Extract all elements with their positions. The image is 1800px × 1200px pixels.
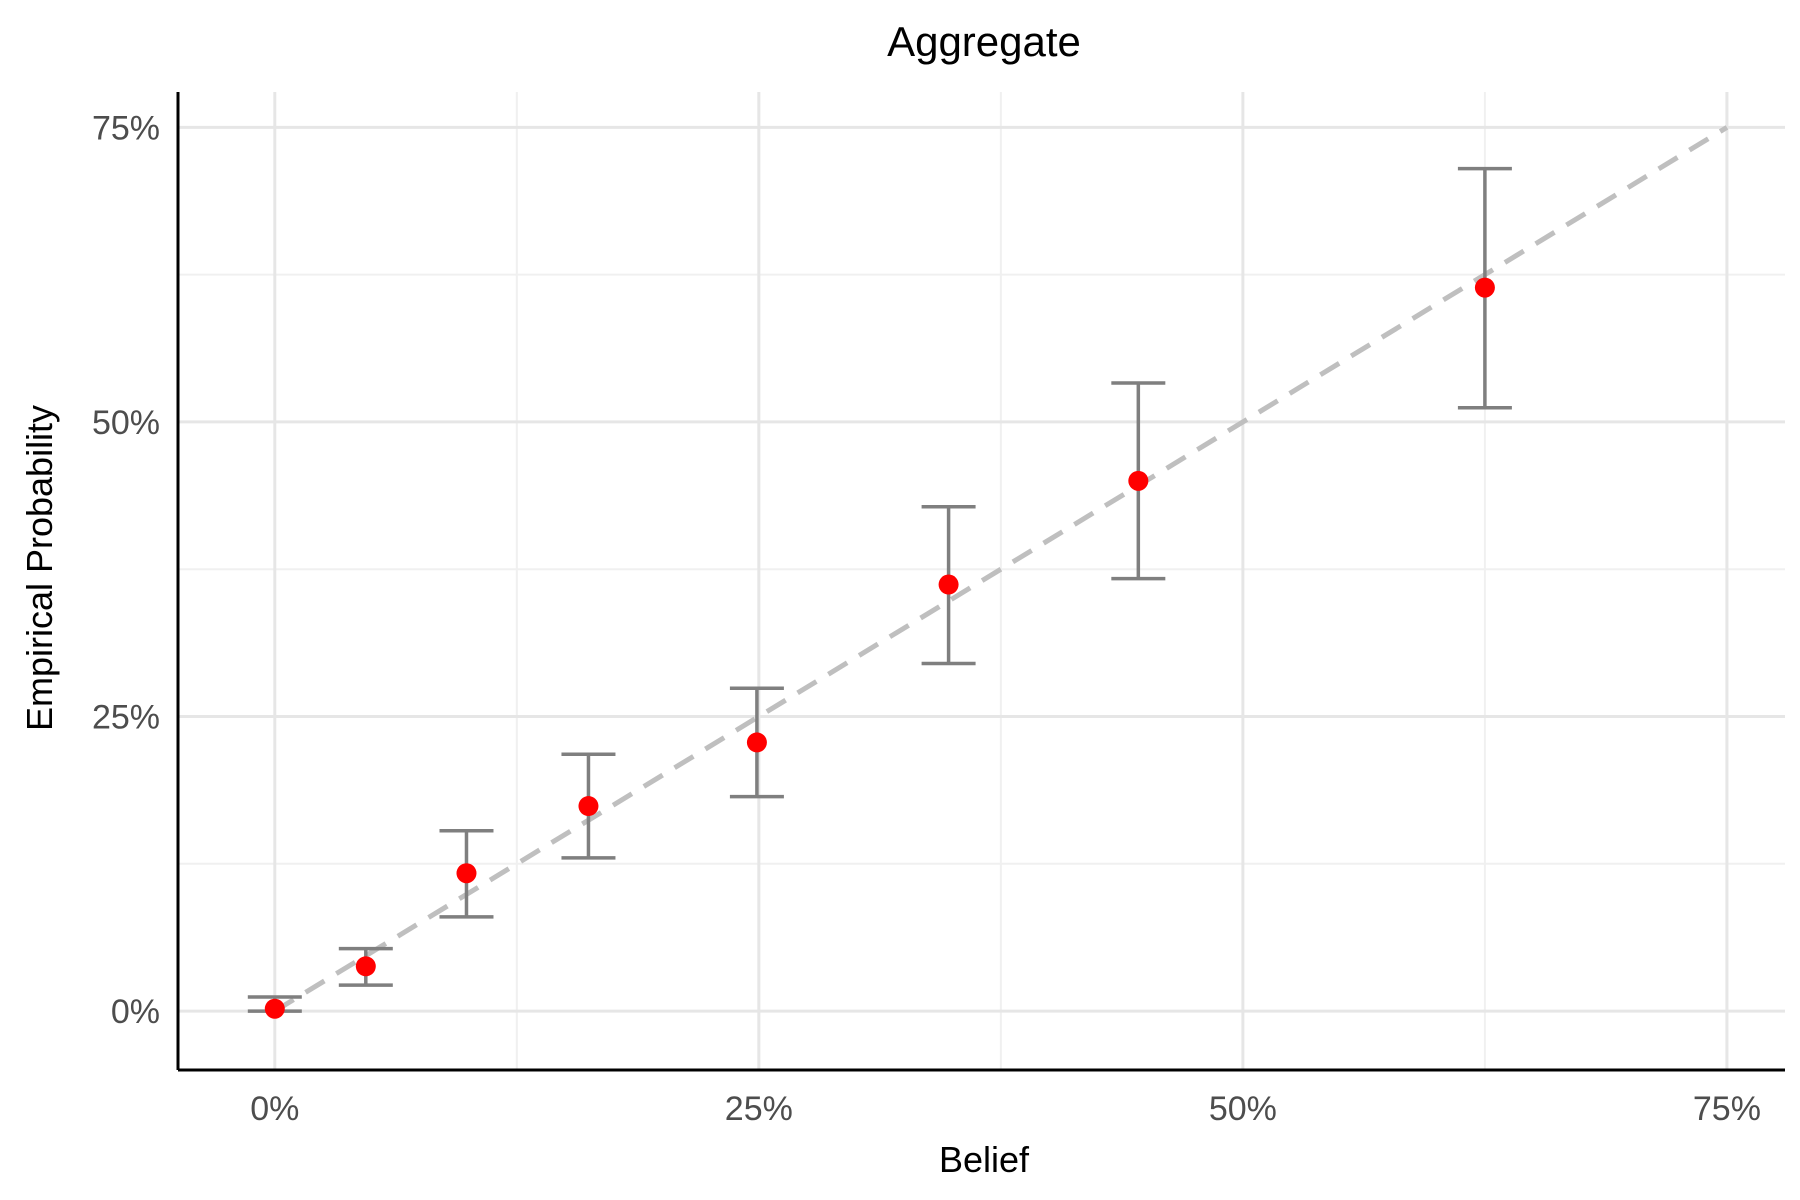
point-layer [264,277,1495,1019]
y-tick-label-2: 50% [92,404,160,442]
tick-label-layer: 0% 25% 50% 75% 0% 25% 50% 75% [92,109,1761,1128]
data-point-3 [578,796,599,817]
errorbar-layer [247,166,1512,1013]
y-axis-title: Empirical Probability [19,405,60,731]
y-tick-label-1: 25% [92,699,160,737]
x-tick-label-2: 50% [1209,1090,1277,1128]
chart-title: Aggregate [887,18,1081,65]
y-tick-label-0: 0% [111,993,160,1031]
data-point-0 [264,998,285,1019]
data-point-4 [746,732,767,753]
x-tick-label-0: 0% [250,1090,299,1128]
axis-layer [176,92,1785,1072]
x-tick-label-1: 25% [725,1090,793,1128]
x-tick-label-3: 75% [1693,1090,1761,1128]
y-tick-label-3: 75% [92,109,160,147]
x-axis-title: Belief [939,1139,1030,1180]
data-point-6 [1128,470,1149,491]
data-point-7 [1474,277,1495,298]
data-point-2 [456,863,477,884]
data-point-5 [938,574,959,595]
data-point-1 [355,956,376,977]
grid-layer [178,92,1785,1070]
